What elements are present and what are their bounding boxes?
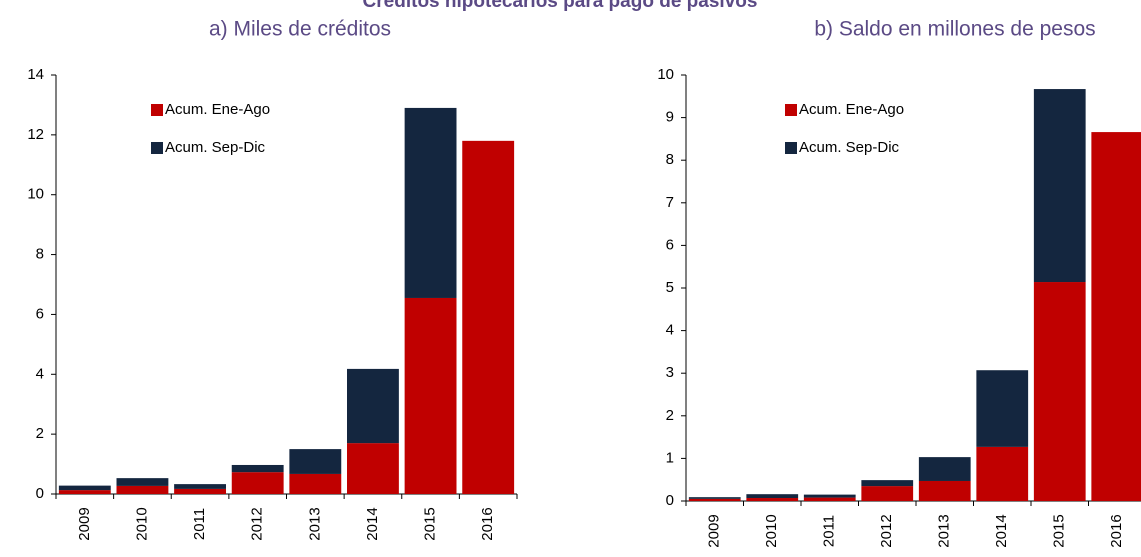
x-tick-label: 2010 bbox=[763, 514, 780, 547]
bar-segment bbox=[688, 497, 741, 499]
bar-segment bbox=[462, 140, 515, 495]
y-tick-label: 2 bbox=[666, 407, 674, 424]
bar-segment bbox=[289, 473, 342, 494]
y-tick-label: 0 bbox=[36, 485, 44, 502]
legend-swatch bbox=[785, 142, 797, 154]
y-tick-label: 10 bbox=[27, 186, 44, 203]
bar-segment bbox=[803, 494, 856, 498]
legend-label: Acum. Sep-Dic bbox=[165, 139, 266, 156]
bar-segment bbox=[116, 478, 169, 486]
bar-segment bbox=[976, 370, 1029, 447]
bar-segment bbox=[231, 472, 284, 494]
x-tick-label: 2012 bbox=[878, 514, 895, 547]
bar-segment bbox=[116, 485, 169, 494]
bar-segment bbox=[404, 107, 457, 298]
y-tick-label: 5 bbox=[666, 279, 674, 296]
y-tick-label: 4 bbox=[666, 322, 674, 339]
x-tick-label: 2010 bbox=[133, 507, 150, 540]
legend-swatch bbox=[151, 142, 163, 154]
bar-segment bbox=[976, 446, 1029, 501]
bar-segment bbox=[231, 464, 284, 473]
bar-segment bbox=[803, 497, 856, 501]
bar-segment bbox=[347, 368, 399, 444]
x-tick-label: 2015 bbox=[422, 507, 439, 540]
x-tick-label: 2011 bbox=[191, 508, 208, 540]
y-tick-label: 0 bbox=[666, 492, 674, 509]
bar-segment bbox=[174, 488, 226, 494]
y-tick-label: 9 bbox=[666, 109, 674, 126]
bar-segment bbox=[918, 457, 971, 481]
y-tick-label: 2 bbox=[36, 425, 44, 442]
bar-segment bbox=[1091, 132, 1141, 502]
y-tick-label: 12 bbox=[27, 126, 44, 143]
bar-segment bbox=[1033, 89, 1086, 283]
x-tick-label: 2013 bbox=[306, 507, 323, 540]
legend-label: Acum. Ene-Ago bbox=[165, 101, 270, 118]
bar-segment bbox=[746, 494, 799, 499]
x-tick-label: 2009 bbox=[706, 514, 723, 547]
x-tick-label: 2009 bbox=[76, 507, 93, 540]
y-tick-label: 6 bbox=[36, 305, 44, 322]
chart-subtitle: a) Miles de créditos bbox=[209, 18, 391, 41]
bar-segment bbox=[404, 297, 457, 494]
y-tick-label: 1 bbox=[666, 449, 674, 466]
x-tick-label: 2016 bbox=[479, 507, 496, 540]
bar-segment bbox=[174, 484, 226, 489]
x-tick-label: 2016 bbox=[1108, 514, 1125, 547]
x-tick-label: 2014 bbox=[993, 514, 1010, 547]
x-tick-label: 2012 bbox=[249, 507, 266, 540]
legend-swatch bbox=[785, 104, 797, 116]
y-tick-label: 8 bbox=[36, 246, 44, 263]
x-tick-label: 2014 bbox=[364, 507, 381, 540]
chart-title: Créditos hipotecarios para pago de pasiv… bbox=[363, 0, 758, 12]
y-tick-label: 4 bbox=[36, 365, 44, 382]
y-tick-label: 7 bbox=[666, 194, 674, 211]
bar-segment bbox=[746, 498, 799, 501]
bar-segment bbox=[688, 498, 741, 501]
bar-segment bbox=[918, 480, 971, 501]
y-tick-label: 14 bbox=[27, 66, 44, 83]
bar-segment bbox=[1033, 282, 1086, 501]
x-tick-label: 2013 bbox=[936, 514, 953, 547]
bar-segment bbox=[58, 490, 111, 494]
bar-segment bbox=[58, 485, 111, 491]
chart-subtitle: b) Saldo en millones de pesos bbox=[814, 18, 1095, 41]
legend-label: Acum. Ene-Ago bbox=[799, 101, 904, 118]
legend-swatch bbox=[151, 104, 163, 116]
y-tick-label: 8 bbox=[666, 151, 674, 168]
y-tick-label: 10 bbox=[657, 66, 674, 83]
bar-segment bbox=[861, 480, 914, 487]
bar-segment bbox=[861, 486, 914, 501]
bar-segment bbox=[289, 449, 342, 474]
x-tick-label: 2011 bbox=[821, 515, 838, 547]
y-tick-label: 3 bbox=[666, 364, 674, 381]
bar-segment bbox=[347, 443, 399, 494]
legend-label: Acum. Sep-Dic bbox=[799, 139, 900, 156]
y-tick-label: 6 bbox=[666, 236, 674, 253]
x-tick-label: 2015 bbox=[1051, 514, 1068, 547]
